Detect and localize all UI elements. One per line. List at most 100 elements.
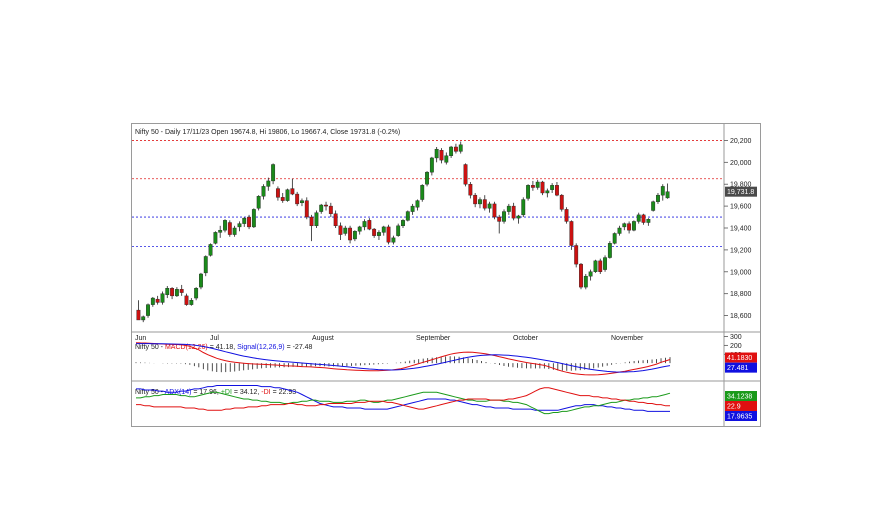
candle-body-58	[415, 200, 420, 208]
x-label-august: August	[312, 335, 334, 342]
candle-body-108	[656, 194, 660, 202]
candle-body-33	[295, 193, 300, 205]
candle-body-49	[372, 228, 377, 236]
macd-value-tag-0	[725, 352, 757, 363]
candle-body-92	[579, 263, 583, 288]
candle-body-99	[612, 233, 617, 244]
candle-body-59	[420, 185, 425, 200]
macd-title-macd: MACD(12,26)	[165, 344, 208, 351]
adx-title-minus-di-value: = 22.93	[271, 389, 297, 396]
price-y-tick-label-1: 20,000	[730, 160, 752, 167]
candle-body-77	[506, 205, 511, 212]
candle-body-82	[530, 185, 535, 188]
candle-body-105	[641, 214, 646, 223]
candle-body-12	[194, 288, 199, 299]
candle-body-6	[165, 288, 170, 295]
adx-panel-title: Nifty 50 - ADX(14) = 17.96, +DI = 34.12,…	[135, 389, 296, 396]
candle-body-101	[622, 223, 627, 228]
candle-body-70	[473, 194, 478, 205]
x-label-september: September	[416, 335, 451, 342]
macd-title-signal-value: = -27.48	[285, 344, 313, 351]
candle-body-20	[232, 227, 237, 235]
candle-body-71	[478, 199, 482, 205]
candle-body-60	[425, 171, 429, 185]
candle-body-57	[410, 205, 415, 212]
candle-body-102	[627, 223, 632, 231]
candle-body-51	[381, 226, 386, 233]
candle-body-45	[352, 231, 357, 240]
adx-series-line-2	[136, 387, 670, 411]
last-price-label: 19,731.8	[727, 189, 754, 196]
candle-body-76	[502, 211, 506, 222]
macd-value-label-0: 41.1830	[727, 355, 752, 362]
candle-body-24	[251, 209, 256, 228]
candle-body-29	[275, 188, 280, 198]
candle-body-90	[569, 221, 574, 246]
candle-body-66	[453, 146, 458, 152]
candle-body-89	[564, 209, 569, 222]
candle-body-43	[343, 227, 348, 234]
candle-body-10	[184, 295, 189, 305]
candle-body-2	[146, 304, 150, 316]
price-y-tick-label-8: 18,600	[730, 313, 752, 320]
candle-body-74	[492, 203, 497, 218]
candle-body-84	[540, 181, 545, 194]
candle-body-42	[338, 225, 343, 235]
candle-body-100	[617, 227, 622, 234]
candle-body-91	[574, 245, 579, 265]
candle-body-21	[237, 223, 242, 228]
candle-body-15	[208, 244, 213, 256]
candle-body-32	[290, 188, 295, 195]
candle-body-78	[511, 205, 516, 219]
candle-body-47	[362, 221, 367, 228]
candle-body-25	[256, 196, 261, 209]
x-label-jun: Jun	[135, 335, 146, 342]
candle-body-62	[434, 148, 439, 159]
macd-series-line-0	[135, 342, 671, 376]
price-y-tick-label-0: 20,200	[730, 138, 752, 145]
candle-body-19	[227, 222, 232, 235]
candle-body-23	[247, 216, 251, 228]
macd-value-label-1: 27.481	[727, 365, 749, 372]
candle-body-13	[199, 273, 203, 288]
candle-body-31	[285, 189, 290, 201]
macd-y-tick-label-1: 200	[730, 343, 742, 350]
candle-body-18	[223, 220, 227, 231]
price-y-tick-label-3: 19,600	[730, 204, 752, 211]
candle-body-0	[136, 309, 141, 321]
candle-body-30	[280, 197, 285, 201]
price-layer: 20,200 20,000 19,800 19,600 19,400 19,200 19,0…	[132, 138, 757, 323]
adx-title-adx-value: = 17.96,	[191, 389, 220, 396]
adx-value-label-0: 34.1238	[727, 394, 752, 401]
candle-body-54	[396, 225, 401, 236]
x-label-november: November	[611, 335, 644, 342]
candle-body-34	[300, 200, 304, 204]
adx-value-tag-0	[725, 391, 757, 401]
candle-body-11	[189, 300, 194, 305]
candle-body-4	[155, 298, 160, 303]
candle-body-36	[309, 216, 314, 227]
candle-body-53	[391, 237, 396, 243]
candle-body-94	[588, 271, 593, 277]
candle-body-88	[559, 194, 564, 210]
chart-svg: Nifty 50 - Daily 17/11/23 Open 19674.8, …	[132, 124, 760, 426]
candle-body-17	[218, 229, 223, 233]
candle-body-65	[449, 146, 454, 156]
x-label-jul: Jul	[210, 335, 219, 342]
candle-body-106	[646, 219, 651, 223]
candle-body-68	[463, 164, 468, 185]
candle-body-38	[319, 204, 324, 212]
candle-body-93	[583, 275, 588, 288]
price-y-tick-label-4: 19,400	[730, 226, 752, 233]
candle-body-72	[482, 199, 487, 209]
candle-body-80	[521, 199, 526, 216]
price-panel-title: Nifty 50 - Daily 17/11/23 Open 19674.8, …	[135, 129, 400, 136]
candle-body-87	[555, 185, 559, 196]
adx-value-label-2: 17.9635	[727, 414, 752, 421]
candle-body-56	[405, 211, 410, 221]
candle-body-103	[631, 221, 636, 231]
candle-body-7	[170, 288, 175, 297]
adx-layer: 34.1238 22.9 17.9635	[136, 385, 757, 421]
candle-body-14	[203, 256, 208, 274]
last-price-tag	[725, 186, 757, 197]
